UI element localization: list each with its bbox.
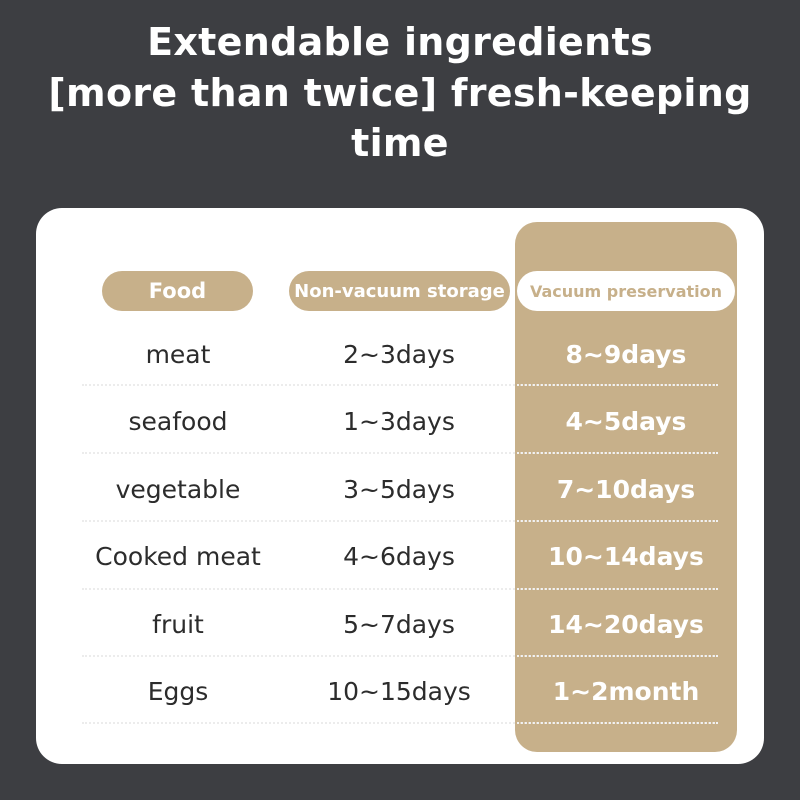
row-vacuum: 10~14days (548, 542, 704, 571)
row-food: seafood (128, 407, 228, 436)
header-food: Food (102, 271, 253, 311)
row-divider (82, 452, 718, 454)
row-vacuum: 1~2month (552, 677, 700, 706)
row-non-vacuum: 5~7days (343, 610, 455, 639)
row-vacuum: 7~10days (556, 475, 696, 504)
row-vacuum: 8~9days (565, 340, 687, 369)
row-non-vacuum: 3~5days (343, 475, 455, 504)
row-vacuum: 4~5days (565, 407, 687, 436)
row-divider (82, 722, 718, 724)
row-non-vacuum: 1~3days (343, 407, 455, 436)
row-divider (82, 520, 718, 522)
row-non-vacuum: 4~6days (343, 542, 455, 571)
headline-line-1: Extendable ingredients (147, 20, 653, 64)
row-food: Eggs (147, 677, 209, 706)
row-non-vacuum: 10~15days (327, 677, 471, 706)
row-food: fruit (152, 610, 204, 639)
row-divider (82, 588, 718, 590)
row-non-vacuum: 2~3days (343, 340, 455, 369)
row-divider (82, 655, 718, 657)
row-divider (82, 384, 718, 386)
row-food: Cooked meat (95, 542, 261, 571)
row-food: meat (145, 340, 211, 369)
row-vacuum: 14~20days (548, 610, 704, 639)
header-non-vacuum-storage: Non-vacuum storage (289, 271, 510, 311)
headline-line-2: [more than twice] fresh-keeping time (48, 71, 752, 165)
header-vacuum-preservation: Vacuum preservation (517, 271, 735, 311)
row-food: vegetable (115, 475, 241, 504)
